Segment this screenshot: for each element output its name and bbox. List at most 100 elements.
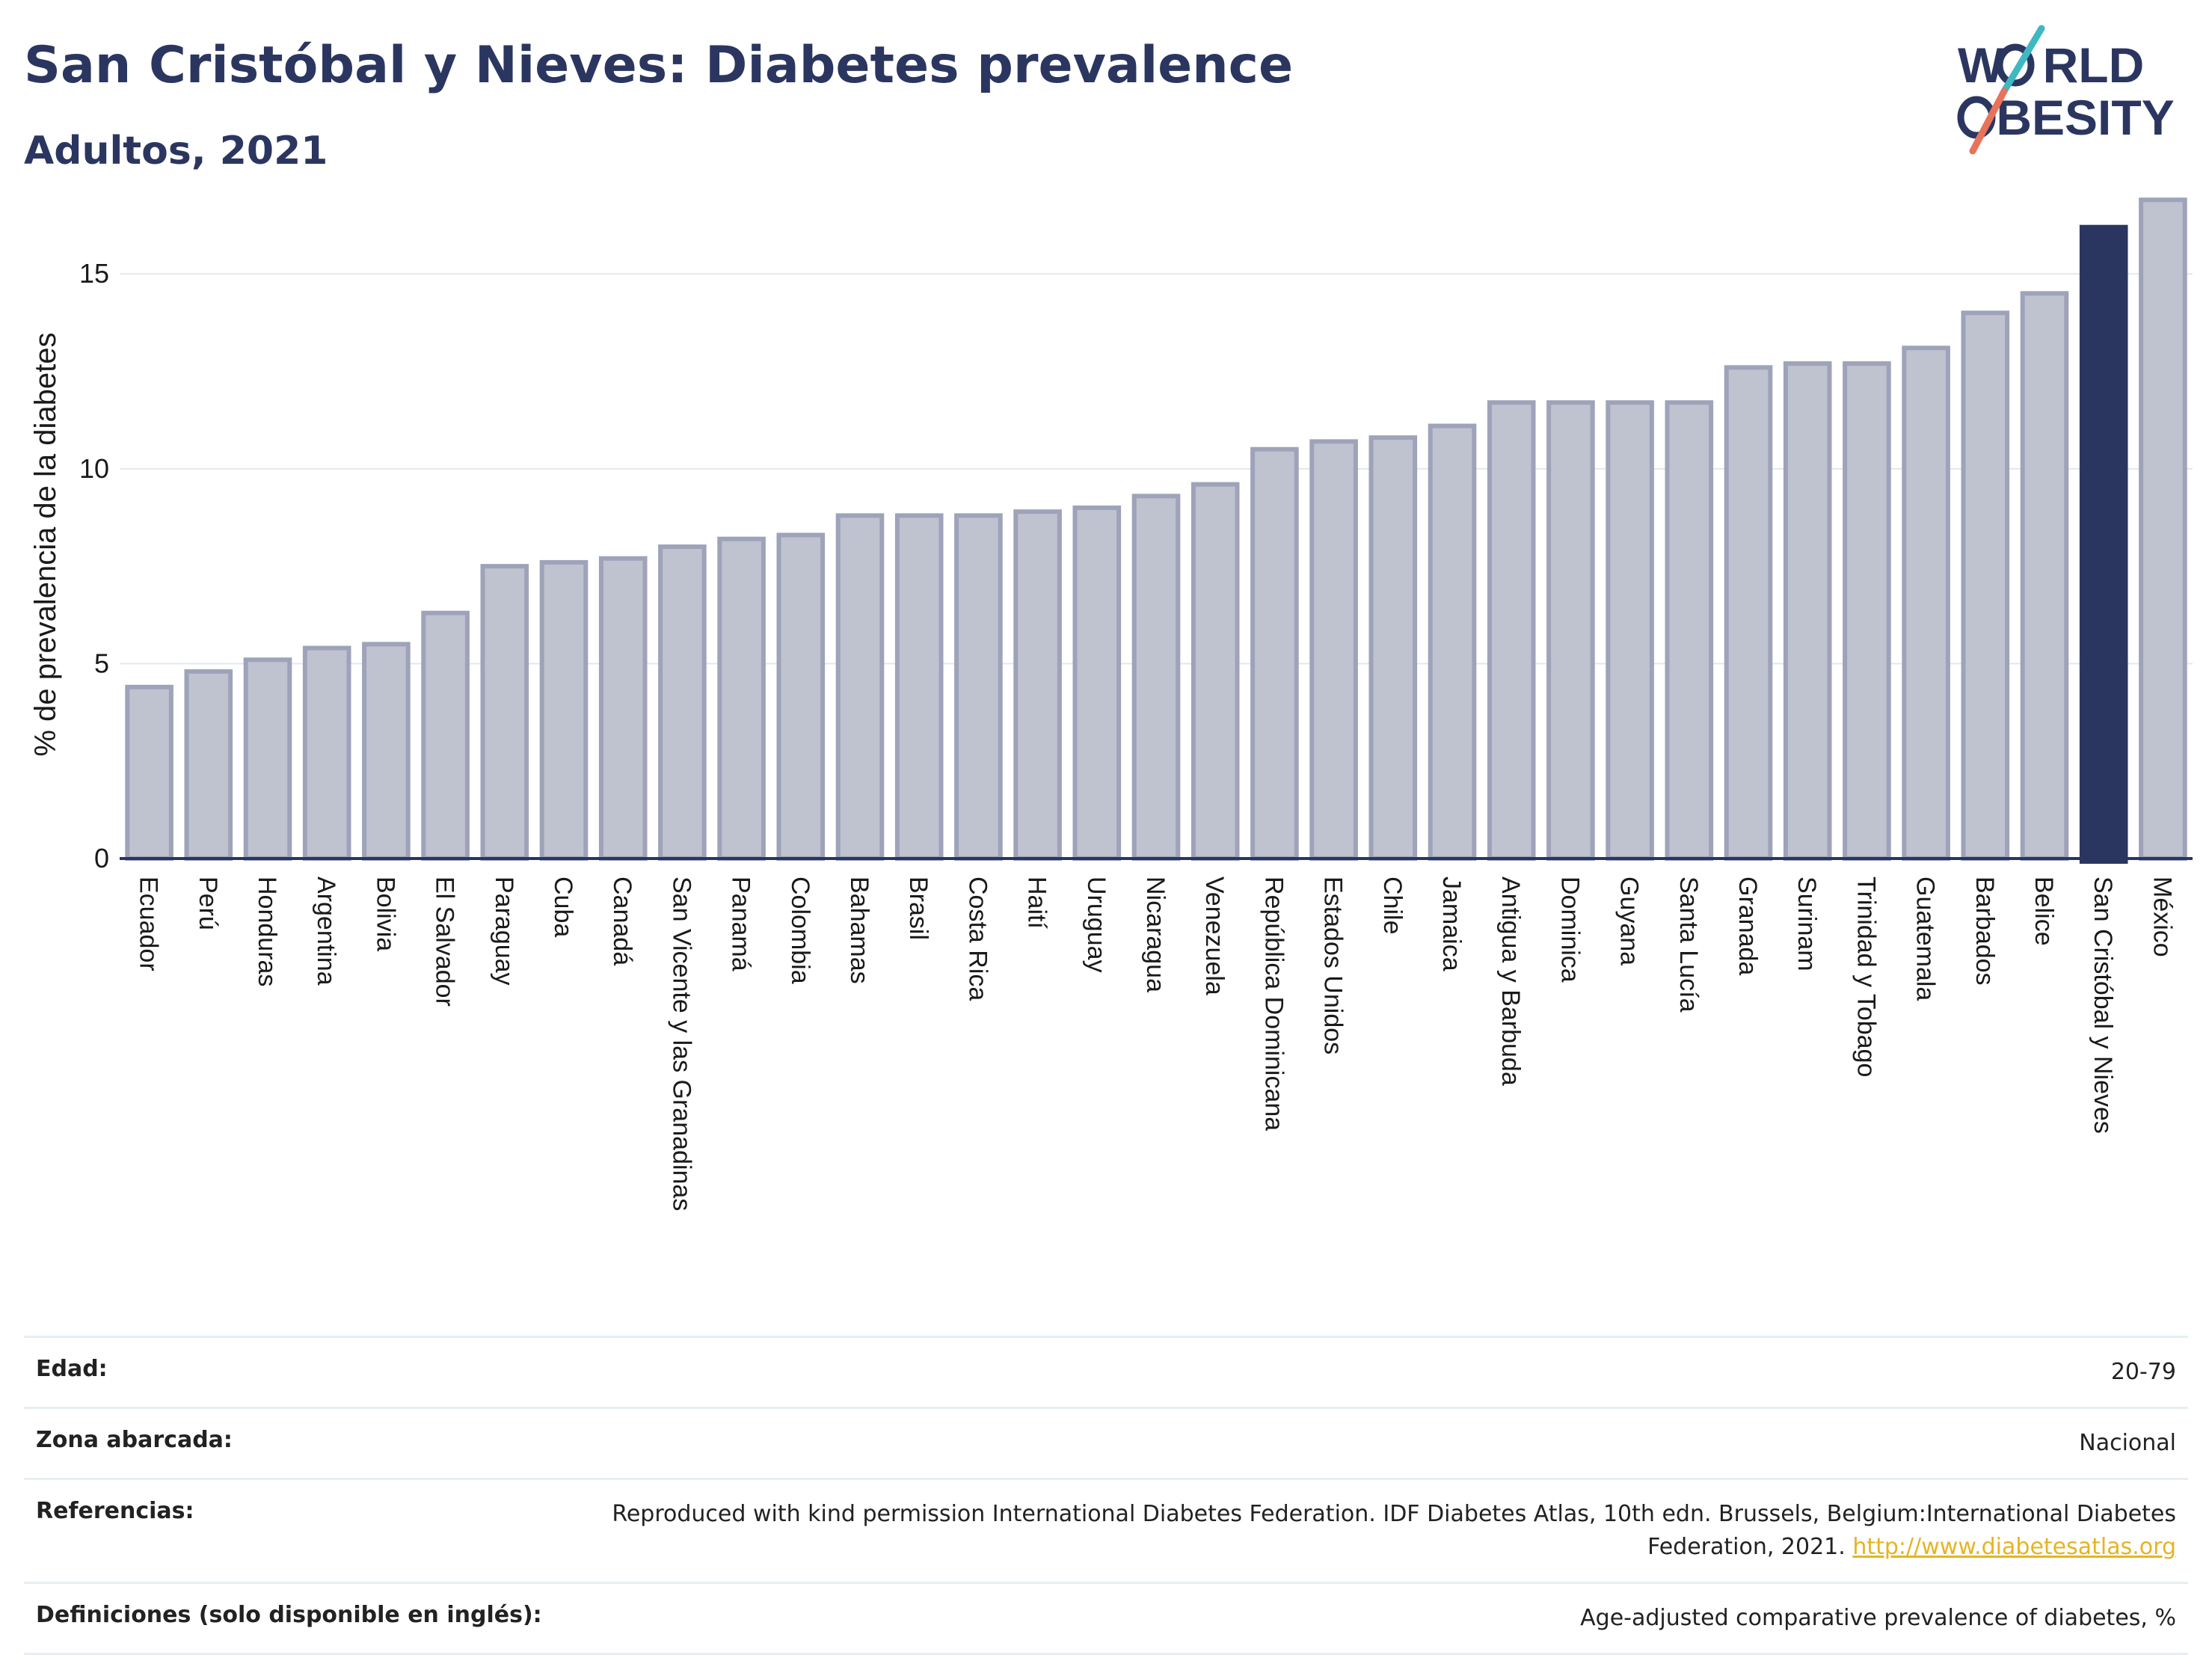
x-tick-label: Colombia <box>786 876 814 984</box>
metadata-value: 20-79 <box>2111 1356 2176 1389</box>
y-tick-label: 5 <box>94 648 109 678</box>
x-tick-label: Uruguay <box>1082 876 1110 973</box>
metadata-row: Edad: 20-79 <box>24 1336 2188 1407</box>
metadata-value-text: Age-adjusted comparative prevalence of d… <box>1580 1605 2176 1631</box>
x-tick-label: Cuba <box>549 876 577 937</box>
bar <box>1072 505 1122 861</box>
x-tick-label: Barbados <box>1970 876 1999 986</box>
x-tick-label: San Cristóbal y Nieves <box>2089 876 2117 1134</box>
bar <box>1368 435 1418 861</box>
bar <box>1902 346 1950 861</box>
bar <box>1665 400 1714 861</box>
bar <box>1131 494 1181 862</box>
bar <box>539 559 589 861</box>
bar <box>598 556 648 861</box>
page-subtitle: Adultos, 2021 <box>24 129 328 174</box>
x-tick-label: Estados Unidos <box>1319 876 1348 1054</box>
bar <box>1843 361 1891 861</box>
bar <box>1546 400 1595 861</box>
x-tick-label: Santa Lucía <box>1674 876 1703 1013</box>
bar <box>125 684 173 862</box>
svg-text:WORLD: WORLD <box>1958 37 2144 93</box>
y-tick-label: 10 <box>79 453 109 484</box>
x-tick-label: Bahamas <box>845 876 873 984</box>
x-tick-label: Brasil <box>904 876 933 940</box>
x-tick-label: Costa Rica <box>963 876 992 1001</box>
bar <box>1724 365 1773 862</box>
x-tick-label: República Dominicana <box>1259 876 1288 1131</box>
x-tick-label: Haití <box>1023 876 1051 929</box>
metadata-value: Reproduced with kind permission Internat… <box>606 1498 2176 1564</box>
y-tick-labels: 0 5 10 15 <box>79 258 109 873</box>
x-tick-label: Jamaica <box>1437 876 1466 971</box>
bar <box>835 513 885 861</box>
bar <box>2020 291 2069 861</box>
metadata-table: Edad: 20-79 Zona abarcada: Nacional Referenc… <box>24 1336 2188 1655</box>
x-tick-label: Dominica <box>1555 876 1584 983</box>
bars <box>120 197 2193 865</box>
bar <box>1191 482 1240 861</box>
metadata-value-text: 20-79 <box>2110 1359 2176 1385</box>
metadata-row: Referencias: Reproduced with kind permiss… <box>24 1478 2188 1582</box>
x-tick-label: Honduras <box>253 876 281 986</box>
bar-highlight <box>2079 224 2128 865</box>
x-tick-label: San Vicente y las Granadinas <box>667 876 695 1211</box>
bar <box>717 536 766 862</box>
x-tick-label: Panamá <box>727 876 755 971</box>
x-tick-label: México <box>2148 876 2176 957</box>
bar <box>1250 446 1299 861</box>
bar <box>243 657 292 861</box>
bar <box>480 564 529 862</box>
metadata-value-text: Nacional <box>2079 1430 2176 1456</box>
bar <box>1783 361 1832 861</box>
x-tick-label: Ecuador <box>135 876 163 971</box>
x-tick-label: Argentina <box>312 876 340 986</box>
x-tick-label: Antigua y Barbuda <box>1496 876 1525 1086</box>
x-tick-label: Surinam <box>1792 876 1821 971</box>
page-title: San Cristóbal y Nieves: Diabetes prevale… <box>24 36 1294 95</box>
x-tick-label: Guatemala <box>1911 876 1940 1001</box>
x-tick-label: Perú <box>194 876 222 930</box>
bar <box>1013 509 1062 861</box>
metadata-label: Zona abarcada: <box>36 1427 233 1453</box>
x-tick-label: Chile <box>1378 876 1407 934</box>
bar <box>658 544 707 861</box>
bar <box>1428 423 1477 861</box>
y-tick-label: 15 <box>79 258 109 289</box>
bar <box>1961 310 2010 861</box>
metadata-value: Nacional <box>2079 1427 2176 1460</box>
metadata-value-text: Reproduced with kind permission Internat… <box>612 1501 2176 1560</box>
y-tick-label: 0 <box>94 843 109 873</box>
bar <box>1309 439 1358 861</box>
bar <box>362 642 411 862</box>
x-tick-label: Trinidad y Tobago <box>1852 876 1880 1077</box>
bar <box>1606 400 1654 861</box>
bar <box>954 513 1003 861</box>
y-axis-label: % de prevalencia de la diabetes <box>29 332 62 756</box>
bar <box>184 669 233 861</box>
metadata-label: Referencias: <box>36 1498 194 1524</box>
x-tick-label: El Salvador <box>431 876 459 1007</box>
x-tick-label: Nicaragua <box>1141 876 1170 992</box>
bar <box>2139 197 2187 861</box>
bar <box>421 610 470 861</box>
bar <box>1487 400 1536 861</box>
metadata-label: Definiciones (solo disponible en inglés)… <box>36 1602 542 1628</box>
x-tick-label: Venezuela <box>1200 876 1229 995</box>
bar <box>302 645 351 861</box>
x-tick-label: Guyana <box>1615 876 1644 965</box>
x-tick-label: Paraguay <box>490 876 518 986</box>
x-tick-label: Canadá <box>608 876 636 965</box>
metadata-value: Age-adjusted comparative prevalence of d… <box>1580 1602 2176 1635</box>
reference-link[interactable]: http://www.diabetesatlas.org <box>1852 1534 2176 1560</box>
x-tick-label: Belice <box>2030 876 2058 946</box>
metadata-row: Definiciones (solo disponible en inglés)… <box>24 1582 2188 1655</box>
bar <box>894 513 944 861</box>
x-tick-labels: Ecuador Perú Honduras Argentina Bolivia El Sa… <box>135 876 2177 1211</box>
x-tick-label: Granada <box>1733 876 1762 975</box>
world-obesity-logo: WORLD OBESITY <box>1957 25 2175 155</box>
bar-chart: 0 5 10 15 Ecuador Perú Honduras Argentina Boliv… <box>29 197 2193 1211</box>
x-tick-label: Bolivia <box>371 876 399 951</box>
metadata-label: Edad: <box>36 1356 108 1382</box>
bar <box>776 532 826 861</box>
